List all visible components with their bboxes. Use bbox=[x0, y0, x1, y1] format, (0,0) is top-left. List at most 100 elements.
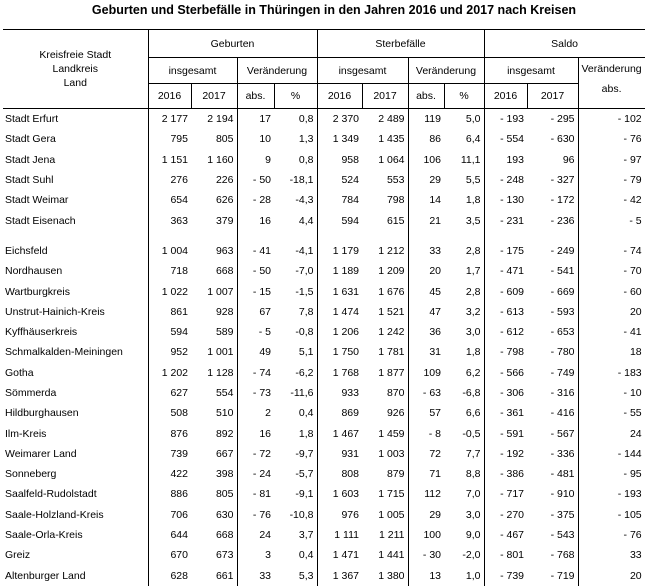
births-abs-cell: 3 bbox=[265, 549, 271, 562]
births-percent-cell: -4,1 bbox=[274, 240, 318, 262]
deaths-change-header: Veränderung bbox=[407, 57, 485, 84]
births-percent-cell: -10,8 bbox=[274, 504, 318, 525]
births-2016-cell: 422 bbox=[170, 468, 188, 481]
balance-2017-header: 2017 bbox=[526, 83, 579, 109]
deaths-2016-cell: 1 768 bbox=[332, 366, 359, 379]
births-2017-cell: 661 bbox=[191, 565, 238, 586]
name-cell: Nordhausen bbox=[3, 261, 149, 282]
spacer-cell bbox=[3, 230, 149, 241]
balance-2016-cell: - 192 bbox=[500, 447, 524, 460]
balance-2016-cell: - 798 bbox=[500, 346, 524, 359]
table-row: Eichsfeld 1 004 963 - 41 -4,1 1 179 1 212 33 2,8… bbox=[3, 240, 645, 262]
births-abs-cell: - 50 bbox=[252, 174, 271, 187]
region-header-line-2: Landkreis bbox=[52, 63, 99, 75]
spacer-cell bbox=[444, 230, 485, 241]
births-2017-cell: 668 bbox=[191, 261, 238, 282]
name-cell: Schmalkalden-Meiningen bbox=[3, 342, 149, 363]
births-percent-cell: 0,4 bbox=[274, 545, 318, 566]
deaths-2017-cell: 1 064 bbox=[362, 149, 409, 170]
deaths-abs-cell: 33 bbox=[429, 244, 441, 257]
balance-2017-cell: - 669 bbox=[527, 281, 579, 302]
deaths-2016-cell: 784 bbox=[341, 194, 359, 207]
balance-2016-cell: - 361 bbox=[500, 407, 524, 420]
table-row: Saale-Orla-Kreis 644 668 24 3,7 1 111 1 211 100… bbox=[3, 524, 645, 546]
deaths-2016-cell: 1 349 bbox=[332, 133, 359, 146]
table-row: Saale-Holzland-Kreis 706 630 - 76 -10,8 976 1 … bbox=[3, 504, 645, 525]
deaths-percent-cell: 1,8 bbox=[444, 342, 485, 363]
deaths-total-header: insgesamt bbox=[316, 57, 409, 84]
births-2016-cell: 1 004 bbox=[161, 244, 188, 257]
deaths-2017-cell: 1 435 bbox=[362, 129, 409, 150]
births-abs-header: abs. bbox=[236, 83, 275, 109]
table-row: Greiz 670 673 3 0,4 1 471 1 441 - 30 -2,0 - 801- … bbox=[3, 545, 645, 566]
deaths-percent-cell: 6,2 bbox=[444, 362, 485, 383]
balance-2017-cell: - 630 bbox=[527, 129, 579, 150]
births-abs-cell: - 28 bbox=[252, 194, 271, 207]
deaths-abs-cell: 21 bbox=[429, 214, 441, 227]
deaths-2017-header: 2017 bbox=[361, 83, 409, 109]
births-abs-cell: 49 bbox=[259, 346, 271, 359]
balance-abs-cell: - 144 bbox=[617, 447, 642, 460]
births-2016-cell: 795 bbox=[170, 133, 188, 146]
balance-2016-cell: - 609 bbox=[500, 285, 524, 298]
table-row: Stadt Gera 795 805 10 1,3 1 349 1 435 86 6,4 - 55… bbox=[3, 129, 645, 150]
deaths-2017-cell: 1 380 bbox=[362, 565, 409, 586]
table-row: Stadt Eisenach 363 379 16 4,4 594 615 21 3,5 - 23… bbox=[3, 210, 645, 231]
balance-total-header: insgesamt bbox=[483, 57, 579, 84]
deaths-abs-cell: 100 bbox=[423, 529, 441, 542]
deaths-percent-cell: 1,0 bbox=[444, 565, 485, 586]
region-header-line-3: Land bbox=[63, 77, 87, 89]
deaths-2017-cell: 1 781 bbox=[362, 342, 409, 363]
table-row: Hildburghausen 508 510 2 0,4 869 926 57 6,6 - 361… bbox=[3, 403, 645, 424]
deaths-abs-cell: 36 bbox=[429, 326, 441, 339]
deaths-2017-cell: 1 459 bbox=[362, 423, 409, 444]
deaths-percent-cell: 1,7 bbox=[444, 261, 485, 282]
births-percent-cell: 1,3 bbox=[274, 129, 318, 150]
births-abs-cell: - 15 bbox=[252, 285, 271, 298]
deaths-group-header: Sterbefälle bbox=[316, 29, 485, 58]
deaths-2017-cell: 1 676 bbox=[362, 281, 409, 302]
births-2016-cell: 876 bbox=[170, 427, 188, 440]
spacer-cell bbox=[362, 230, 409, 241]
births-2016-cell: 886 bbox=[170, 488, 188, 501]
births-percent-cell: 4,4 bbox=[274, 210, 318, 231]
births-abs-cell: - 72 bbox=[252, 447, 271, 460]
table-row: Unstrut-Hainich-Kreis 861 928 67 7,8 1 474 1 5… bbox=[3, 301, 645, 322]
births-2017-cell: 928 bbox=[191, 301, 238, 322]
births-2016-cell: 1 202 bbox=[161, 366, 188, 379]
deaths-abs-cell: 45 bbox=[429, 285, 441, 298]
deaths-2017-cell: 1 521 bbox=[362, 301, 409, 322]
deaths-percent-cell: 3,0 bbox=[444, 321, 485, 343]
births-abs-cell: 24 bbox=[259, 529, 271, 542]
deaths-2017-cell: 879 bbox=[362, 464, 409, 485]
deaths-2016-cell: 1 474 bbox=[332, 305, 359, 318]
balance-2017-cell: - 249 bbox=[527, 240, 579, 262]
balance-2017-cell: - 567 bbox=[527, 423, 579, 444]
name-cell: Wartburgkreis bbox=[3, 281, 149, 302]
deaths-percent-cell: 7,0 bbox=[444, 484, 485, 505]
births-2017-cell: 1 160 bbox=[191, 149, 238, 170]
balance-abs-cell: - 95 bbox=[623, 468, 642, 481]
deaths-percent-cell: 6,6 bbox=[444, 403, 485, 424]
spacer-cell bbox=[578, 231, 645, 241]
spacer-cell bbox=[408, 231, 444, 241]
deaths-2017-cell: 1 209 bbox=[362, 261, 409, 282]
balance-2017-cell: - 327 bbox=[527, 169, 579, 191]
births-2017-cell: 668 bbox=[191, 524, 238, 546]
deaths-percent-cell: 8,8 bbox=[444, 464, 485, 485]
name-cell: Ilm-Kreis bbox=[3, 423, 149, 444]
balance-2017-cell: - 375 bbox=[527, 504, 579, 525]
balance-2016-cell: - 554 bbox=[500, 133, 524, 146]
name-cell: Sömmerda bbox=[3, 382, 149, 404]
births-abs-cell: - 5 bbox=[258, 326, 271, 339]
balance-change-label: Veränderung bbox=[581, 63, 642, 75]
births-2016-cell: 2 177 bbox=[161, 113, 188, 126]
spacer-cell bbox=[191, 230, 238, 241]
births-percent-cell: 0,8 bbox=[274, 108, 318, 130]
deaths-2016-cell: 931 bbox=[341, 447, 359, 460]
name-cell: Saale-Orla-Kreis bbox=[3, 524, 149, 546]
table-header: Kreisfreie Stadt Landkreis Land Geburten… bbox=[3, 29, 645, 109]
births-abs-cell: 16 bbox=[259, 427, 271, 440]
deaths-2017-cell: 553 bbox=[362, 169, 409, 191]
births-2017-cell: 667 bbox=[191, 443, 238, 465]
